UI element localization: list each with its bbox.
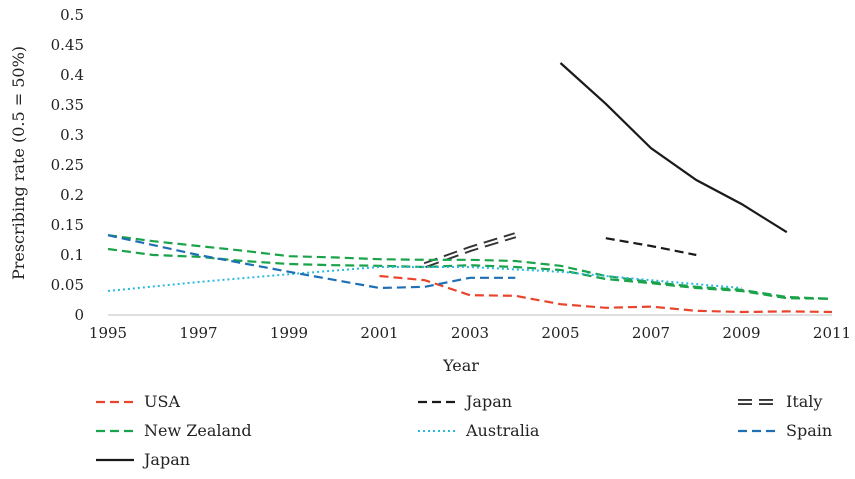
x-tick-label: 1999 <box>270 324 308 342</box>
y-axis-ticks: 0 0.05 0.1 0.15 0.2 0.25 0.3 0.35 0.4 0.45 0.5 <box>51 6 84 324</box>
y-tick-label: 0 <box>74 306 84 324</box>
x-axis-ticks: 1995 1997 1999 2001 2003 2005 2007 2009 2011 <box>89 324 851 342</box>
legend-label-italy: Italy <box>786 392 822 411</box>
y-tick-label: 0.05 <box>51 276 84 294</box>
series-line-new-zealand-dashed <box>107 234 833 300</box>
y-tick-label: 0.45 <box>51 36 84 54</box>
y-tick-label: 0.5 <box>60 6 84 24</box>
y-tick-label: 0.25 <box>51 156 84 174</box>
legend-label-australia: Australia <box>465 421 540 440</box>
series-line-japan-solid <box>559 62 788 234</box>
x-tick-label: 2007 <box>632 324 670 342</box>
legend-label-usa: USA <box>144 392 180 411</box>
y-tick-label: 0.2 <box>60 186 84 204</box>
x-tick-label: 1995 <box>89 324 127 342</box>
x-tick-label: 2005 <box>541 324 579 342</box>
series-line-japan-dashed <box>605 237 697 257</box>
x-tick-label: 2003 <box>451 324 489 342</box>
series-lines <box>107 62 833 314</box>
x-axis-title: Year <box>442 356 479 375</box>
series-line-italy-double-dashed-inner <box>424 234 516 267</box>
series-line-new-zealand-dashed <box>107 247 833 300</box>
legend: USA Japan Italy New Zealand Australia Spain Ja… <box>96 392 832 469</box>
x-tick-label: 2009 <box>722 324 760 342</box>
y-tick-label: 0.3 <box>60 126 84 144</box>
y-tick-label: 0.15 <box>51 216 84 234</box>
series-line-australia-dotted <box>107 266 742 292</box>
x-tick-label: 1997 <box>179 324 217 342</box>
y-tick-label: 0.35 <box>51 96 84 114</box>
y-axis-title: Prescribing rate (0.5 = 50%) <box>9 46 28 280</box>
legend-label-japan: Japan <box>464 392 512 411</box>
legend-label-japan: Japan <box>142 450 190 469</box>
y-tick-label: 0.4 <box>60 66 84 84</box>
legend-label-spain: Spain <box>786 421 832 440</box>
x-tick-label: 2011 <box>813 324 851 342</box>
y-tick-label: 0.1 <box>60 246 84 264</box>
x-tick-label: 2001 <box>360 324 398 342</box>
series-line-spain-dashed <box>107 234 516 290</box>
legend-label-new-zealand: New Zealand <box>144 421 252 440</box>
series-line-usa-dashed <box>379 274 833 314</box>
